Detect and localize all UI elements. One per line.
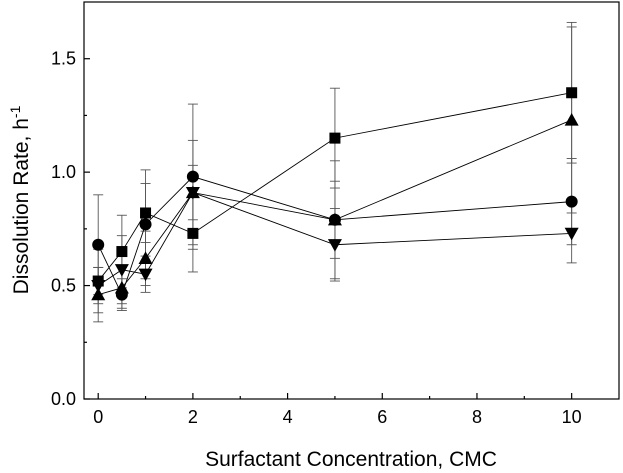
x-tick-label: 10 <box>562 407 582 427</box>
y-axis-label-superscript: -1 <box>7 105 23 118</box>
error-bars-layer <box>93 21 577 323</box>
y-tick-label: 1.0 <box>51 162 76 182</box>
triangle-down-marker <box>138 268 153 282</box>
y-tick-label: 0.5 <box>51 276 76 296</box>
series-line-triangle-down <box>97 192 572 286</box>
circle-marker <box>92 238 105 251</box>
y-axis-label-text: Dissolution Rate, h <box>10 118 33 294</box>
square-marker <box>329 132 341 144</box>
triangle-down-marker <box>114 264 129 277</box>
square-marker <box>187 227 199 239</box>
triangle-down-marker <box>185 186 200 200</box>
y-tick-label: 1.5 <box>51 49 76 69</box>
triangle-down-marker <box>564 227 579 241</box>
x-tick-label: 8 <box>472 407 482 427</box>
x-tick-label: 4 <box>283 407 293 427</box>
triangle-down-marker <box>91 279 106 293</box>
x-tick-label: 2 <box>188 407 198 427</box>
triangle-up-marker <box>114 280 129 294</box>
ticks-layer: 0 2 4 6 8 10 0.0 0.5 1.0 1.5 <box>51 49 582 427</box>
x-tick-label: 0 <box>93 407 103 427</box>
x-tick-label: 6 <box>377 407 387 427</box>
circle-marker <box>139 218 152 231</box>
circle-marker <box>565 195 578 208</box>
square-marker <box>566 87 578 99</box>
plot-frame <box>83 1 620 400</box>
triangle-up-marker <box>564 112 579 126</box>
triangle-up-marker <box>327 212 342 226</box>
y-tick-label: 0.0 <box>51 389 76 409</box>
triangle-up-marker <box>138 251 153 264</box>
y-axis-label: Dissolution Rate, h-1 <box>7 105 33 294</box>
triangle-down-marker <box>327 239 342 252</box>
triangle-up-marker <box>91 287 106 301</box>
series-line-circle <box>97 176 572 296</box>
square-marker <box>116 246 128 258</box>
x-axis-label: Surfactant Concentration, CMC <box>205 448 497 471</box>
square-marker <box>140 207 152 219</box>
markers-layer <box>91 87 579 301</box>
circle-marker <box>186 170 199 183</box>
